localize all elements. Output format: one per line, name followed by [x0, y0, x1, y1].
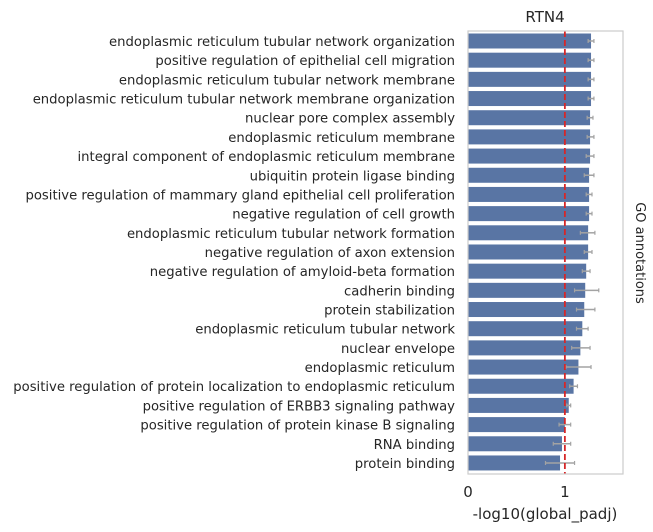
error-bars-layer	[544, 39, 600, 465]
category-label: integral component of endoplasmic reticu…	[78, 150, 456, 165]
category-label: nuclear envelope	[341, 342, 455, 357]
category-label: protein stabilization	[324, 304, 455, 319]
x-tick-label: 0	[463, 483, 473, 501]
x-tick-label: 1	[560, 483, 570, 501]
bar	[468, 282, 586, 298]
side-label: GO annotations	[632, 202, 647, 304]
bar	[468, 340, 581, 356]
bar	[468, 167, 590, 183]
bar	[468, 33, 592, 49]
category-label: endoplasmic reticulum tubular network	[195, 323, 455, 338]
bar	[468, 321, 583, 337]
category-label: positive regulation of mammary gland epi…	[25, 188, 455, 203]
category-label: positive regulation of protein localizat…	[13, 380, 455, 395]
bar	[468, 359, 579, 375]
category-label: nuclear pore complex assembly	[245, 112, 455, 127]
bar	[468, 148, 591, 164]
category-label: endoplasmic reticulum tubular network or…	[109, 35, 455, 50]
category-labels: endoplasmic reticulum tubular network or…	[13, 35, 455, 472]
category-label: ubiquitin protein ligase binding	[250, 169, 455, 184]
bar	[468, 378, 574, 394]
category-label: cadherin binding	[344, 284, 455, 299]
bar	[468, 397, 569, 413]
bar	[468, 186, 590, 202]
chart-title: RTN4	[525, 8, 564, 26]
bar	[468, 110, 591, 126]
category-label: endoplasmic reticulum tubular network fo…	[127, 227, 455, 242]
category-label: negative regulation of axon extension	[205, 246, 455, 261]
bar	[468, 417, 565, 433]
plot-frame	[467, 30, 624, 475]
category-label: positive regulation of epithelial cell m…	[155, 54, 455, 69]
category-label: positive regulation of protein kinase B …	[140, 419, 455, 434]
category-label: endoplasmic reticulum membrane	[228, 131, 455, 146]
bar	[468, 52, 592, 68]
bar	[468, 455, 561, 471]
bar	[468, 225, 589, 241]
bar	[468, 436, 562, 452]
bar	[468, 244, 589, 260]
bar	[468, 91, 592, 107]
bar	[468, 263, 587, 279]
bar	[468, 302, 585, 318]
bars-layer	[468, 33, 592, 471]
category-label: endoplasmic reticulum	[305, 361, 455, 376]
bar	[468, 129, 591, 145]
category-label: RNA binding	[374, 438, 455, 453]
category-label: negative regulation of cell growth	[232, 208, 455, 223]
category-label: protein binding	[355, 457, 455, 472]
bar	[468, 206, 590, 222]
category-label: positive regulation of ERBB3 signaling p…	[143, 399, 456, 414]
x-axis-label: -log10(global_padj)	[473, 505, 618, 524]
category-label: endoplasmic reticulum tubular network me…	[119, 73, 455, 88]
bar	[468, 71, 592, 87]
category-label: endoplasmic reticulum tubular network me…	[33, 93, 455, 108]
category-label: negative regulation of amyloid-beta form…	[150, 265, 455, 280]
